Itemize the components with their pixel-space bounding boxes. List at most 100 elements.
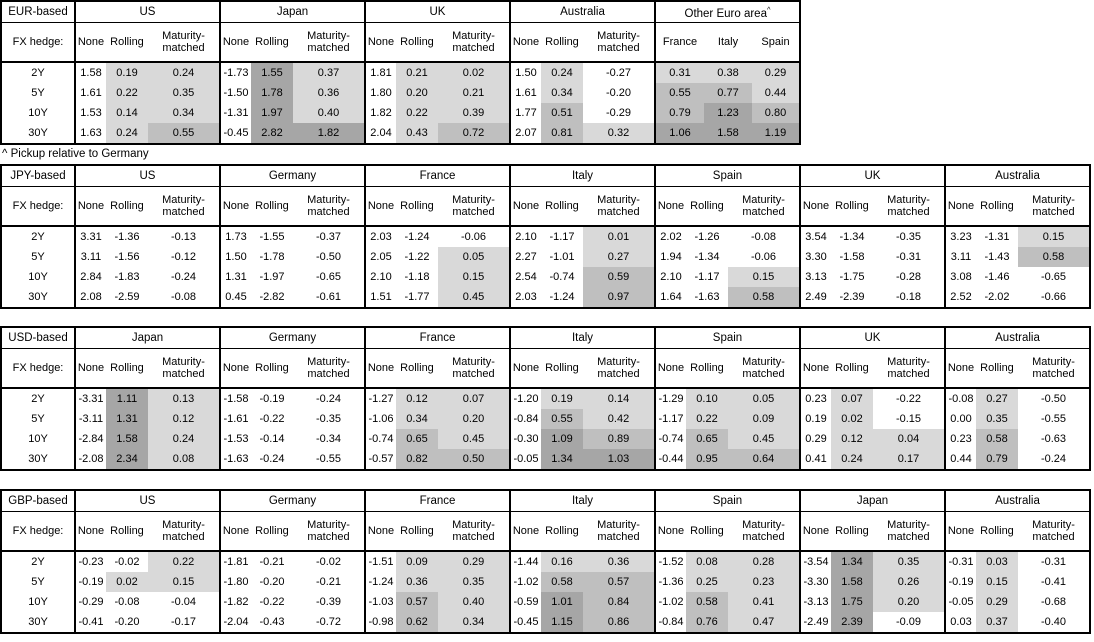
value-cell: 0.45 [219, 287, 251, 308]
value-cell: -0.15 [895, 413, 922, 425]
value-cell: -2.49 [799, 612, 831, 633]
column-header: None [799, 186, 831, 227]
group-header: Italy [509, 490, 655, 512]
value-cell: -0.65 [315, 271, 342, 283]
value-cell: -1.52 [654, 551, 686, 572]
fx-hedge-table-jpy-based: JPY-based US Germany France Italy Spain UK Aust… [0, 164, 1091, 309]
value-cell: 0.19 [106, 62, 148, 83]
column-header: Maturity-matched [728, 348, 800, 389]
column-header: Rolling [976, 511, 1018, 552]
column-header: Maturity-matched [873, 511, 945, 552]
value-cell: -0.09 [895, 616, 922, 628]
table-base-label: GBP-based [1, 490, 75, 512]
value-cell: -2.39 [839, 291, 865, 303]
group-header: US [74, 490, 220, 512]
value-cell: 1.58 [704, 123, 752, 144]
value-cell: -0.02 [315, 556, 342, 568]
value-cell: 0.35 [148, 83, 220, 103]
group-header-label: US [139, 495, 156, 507]
column-header: Maturity-matched [438, 348, 510, 389]
value-cell: 0.29 [752, 62, 800, 83]
column-header: None [74, 511, 106, 552]
tenor-row: 30Y -2.08 2.34 0.08 -1.63 -0.24 -0.55 -0.57 0.82… [1, 449, 1090, 470]
column-header: None [654, 511, 686, 552]
value-cell: -0.05 [509, 449, 541, 470]
value-cell: -0.20 [114, 616, 140, 628]
value-cell: 0.24 [831, 449, 873, 470]
value-cell: -3.31 [74, 388, 106, 409]
tenor-label: 2Y [31, 556, 45, 568]
group-header-label: France [419, 170, 456, 182]
value-cell: -3.30 [799, 572, 831, 592]
value-cell: -0.28 [895, 271, 922, 283]
tenor-label: 10Y [28, 107, 48, 119]
value-cell: -1.46 [984, 271, 1010, 283]
column-header: Maturity-matched [728, 186, 800, 227]
column-header: Spain [752, 22, 800, 63]
column-header: None [654, 186, 686, 227]
tenor-row: 5Y 1.61 0.22 0.35 -1.50 1.78 0.36 1.80 0.20 0.21 1… [1, 83, 800, 103]
value-cell: 0.21 [396, 62, 438, 83]
tenor-row: 30Y -0.41 -0.20 -0.17 -2.04 -0.43 -0.72 -0.98 0.… [1, 612, 1090, 633]
value-cell: 1.58 [831, 572, 873, 592]
value-cell: -0.04 [170, 596, 197, 608]
value-cell: 0.20 [438, 409, 510, 429]
column-header: Rolling [396, 348, 438, 389]
value-cell: 0.86 [583, 612, 655, 633]
value-cell: -3.11 [74, 409, 106, 429]
value-cell: 0.29 [799, 429, 831, 449]
value-cell: -0.20 [259, 576, 285, 588]
column-header: Maturity-matched [583, 186, 655, 227]
column-header: None [944, 348, 976, 389]
group-header: Japan [74, 327, 220, 349]
value-cell: -1.34 [839, 231, 865, 243]
column-header: Rolling [251, 511, 293, 552]
value-cell: -0.08 [750, 231, 777, 243]
value-cell: 3.11 [74, 247, 106, 267]
value-cell: 0.27 [583, 247, 655, 267]
value-cell: -0.44 [654, 449, 686, 470]
group-header-label: Australia [995, 170, 1040, 182]
value-cell: 0.15 [438, 267, 510, 287]
value-cell: -0.19 [944, 572, 976, 592]
value-cell: 1.64 [654, 287, 686, 308]
group-header: Germany [219, 490, 365, 512]
value-cell: -0.14 [259, 433, 285, 445]
value-cell: 0.20 [396, 83, 438, 103]
value-cell: 1.34 [831, 551, 873, 572]
value-cell: 1.23 [704, 103, 752, 123]
value-cell: -1.63 [219, 449, 251, 470]
group-header-label: UK [429, 6, 446, 18]
value-cell: 2.10 [654, 267, 686, 287]
column-header: Maturity-matched [583, 22, 655, 63]
value-cell: 3.30 [799, 247, 831, 267]
value-cell: 0.81 [541, 123, 583, 144]
value-cell: 0.28 [728, 551, 800, 572]
value-cell: 0.07 [831, 388, 873, 409]
tenor-row: 2Y -0.23 -0.02 0.22 -1.81 -0.21 -0.02 -1.51 0.09… [1, 551, 1090, 572]
value-cell: -1.24 [364, 572, 396, 592]
tenor-label: 30Y [28, 453, 48, 465]
value-cell: -1.55 [259, 231, 285, 243]
group-header: Australia [944, 490, 1090, 512]
value-cell: 0.24 [106, 123, 148, 144]
value-cell: -2.08 [74, 449, 106, 470]
value-cell: 0.20 [873, 592, 945, 612]
group-header-label: Australia [560, 6, 605, 18]
value-cell: -0.34 [315, 433, 342, 445]
value-cell: 0.09 [396, 551, 438, 572]
value-cell: 0.84 [583, 592, 655, 612]
value-cell: -0.23 [74, 551, 106, 572]
group-header-label: US [139, 6, 156, 18]
value-cell: -1.61 [219, 409, 251, 429]
group-header: Australia [944, 327, 1090, 349]
column-header: Rolling [541, 22, 583, 63]
tenor-row: 2Y -3.31 1.11 0.13 -1.58 -0.19 -0.24 -1.27 0.12 0… [1, 388, 1090, 409]
value-cell: 0.36 [583, 551, 655, 572]
value-cell: -1.18 [404, 271, 430, 283]
column-header: Maturity-matched [728, 511, 800, 552]
value-cell: 1.58 [106, 429, 148, 449]
value-cell: 1.11 [106, 388, 148, 409]
tenor-row: 2Y 3.31 -1.36 -0.13 1.73 -1.55 -0.37 2.03 -1.24 -… [1, 226, 1090, 247]
